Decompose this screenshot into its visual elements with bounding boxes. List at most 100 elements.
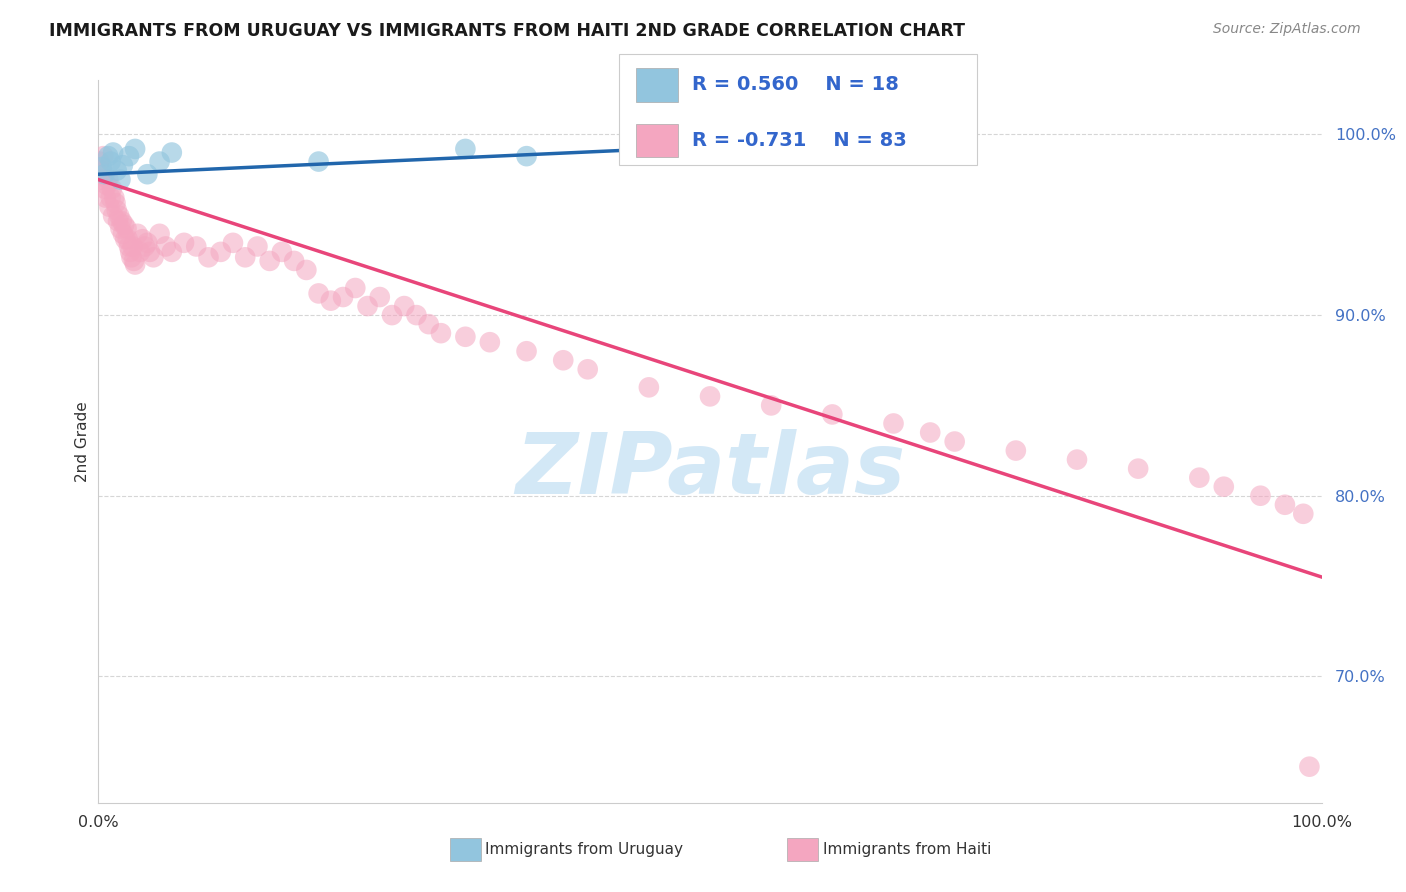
Point [93,181,115,195]
Point [110,221,132,235]
Y-axis label: 2nd Grade: 2nd Grade [75,401,90,482]
Point [114,232,136,246]
Point [118,239,141,253]
Point [209,244,232,259]
Point [381,308,404,322]
Point [516,344,538,359]
Point [699,389,721,403]
Point [332,290,354,304]
Point [1004,443,1026,458]
Point [139,244,162,259]
Point [392,299,416,313]
Point [91,172,114,186]
Point [107,214,129,228]
Point [821,408,844,422]
Point [121,239,143,253]
Point [160,244,183,259]
Point [97,149,120,163]
Point [155,239,177,253]
Point [761,398,783,412]
Point [91,149,114,163]
Point [93,167,115,181]
Point [89,154,111,169]
Point [430,326,453,341]
Point [91,160,114,174]
Text: Immigrants from Haiti: Immigrants from Haiti [823,842,991,856]
Point [112,218,135,232]
Point [120,244,142,259]
Point [283,254,305,268]
Point [115,221,138,235]
Point [1250,489,1272,503]
Point [637,380,661,394]
Point [136,167,159,181]
Point [97,172,120,186]
Point [122,254,145,268]
Point [356,299,378,313]
Point [246,239,269,253]
Point [127,227,149,241]
Point [1128,461,1150,475]
Point [120,250,142,264]
Point [111,158,134,172]
Point [101,145,124,160]
Point [136,235,159,250]
Point [576,362,599,376]
Point [108,209,131,223]
Point [1188,470,1211,484]
Point [308,286,330,301]
Point [90,163,112,178]
Point [124,142,146,156]
Point [1298,759,1320,773]
Point [96,178,118,192]
Point [295,263,318,277]
Point [405,308,427,322]
Point [118,149,141,163]
Point [104,196,127,211]
Text: Source: ZipAtlas.com: Source: ZipAtlas.com [1213,22,1361,37]
Point [270,244,294,259]
Text: R = 0.560    N = 18: R = 0.560 N = 18 [692,75,898,95]
Point [308,154,330,169]
Point [454,142,477,156]
Point [1274,498,1296,512]
Point [233,250,256,264]
Point [94,191,117,205]
Point [478,335,501,350]
Point [101,181,124,195]
Point [883,417,905,431]
Point [920,425,942,440]
Point [100,154,122,169]
Point [173,235,195,250]
Text: R = -0.731    N = 83: R = -0.731 N = 83 [692,131,907,150]
Point [131,232,153,246]
Point [134,239,156,253]
Text: Immigrants from Uruguay: Immigrants from Uruguay [485,842,683,856]
Point [553,353,575,368]
Text: IMMIGRANTS FROM URUGUAY VS IMMIGRANTS FROM HAITI 2ND GRADE CORRELATION CHART: IMMIGRANTS FROM URUGUAY VS IMMIGRANTS FR… [49,22,965,40]
Point [101,209,124,223]
Point [129,244,152,259]
Point [105,163,128,178]
Point [222,235,245,250]
Text: ZIPatlas: ZIPatlas [515,429,905,512]
Point [111,227,134,241]
Point [1212,480,1234,494]
Point [1066,452,1088,467]
Point [149,154,172,169]
Point [516,149,538,163]
Point [418,317,440,331]
Point [149,227,172,241]
Point [1292,507,1315,521]
Point [98,200,121,214]
Point [110,172,132,186]
Point [186,239,208,253]
Point [344,281,367,295]
Point [943,434,966,449]
Point [368,290,391,304]
Point [117,232,139,246]
Point [197,250,219,264]
Point [111,214,134,228]
Point [454,330,477,344]
Point [319,293,342,308]
